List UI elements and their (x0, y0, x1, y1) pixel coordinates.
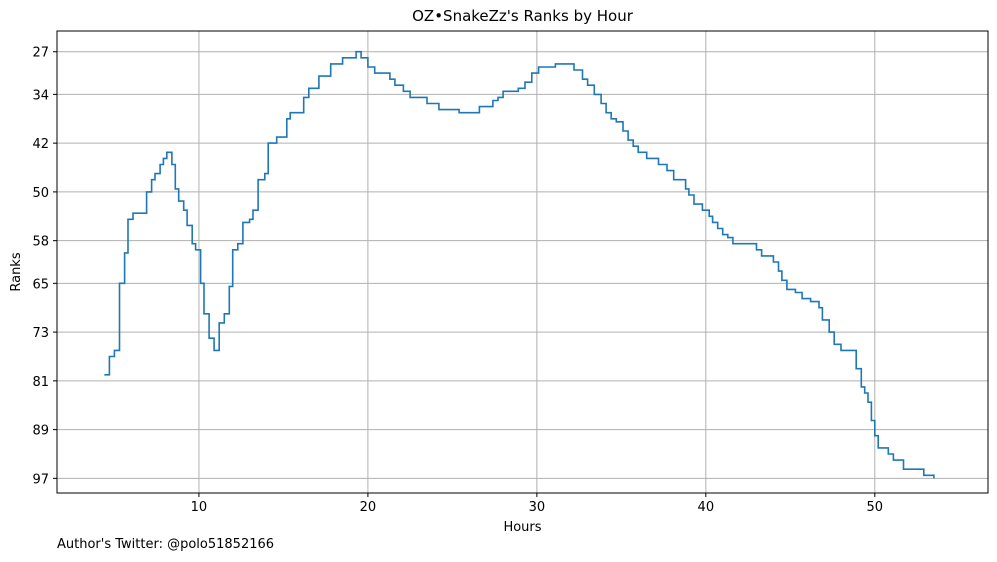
y-axis-label: Ranks (9, 252, 24, 292)
y-tick-label: 42 (32, 137, 49, 152)
y-tick-label: 97 (32, 472, 49, 487)
y-tick-label: 89 (32, 424, 49, 439)
x-tick-label: 10 (191, 500, 208, 515)
y-tick-label: 73 (32, 326, 49, 341)
y-tick-label: 65 (32, 277, 49, 292)
author-twitter-credit: Author's Twitter: @polo51852166 (57, 537, 275, 552)
y-tick-label: 81 (32, 375, 49, 390)
x-tick-label: 50 (867, 500, 884, 515)
x-tick-label: 20 (360, 500, 377, 515)
x-tick-label: 40 (698, 500, 715, 515)
y-tick-label: 27 (32, 46, 49, 61)
y-tick-label: 58 (32, 235, 49, 250)
y-tick-label: 34 (32, 88, 49, 103)
x-tick-label: 30 (529, 500, 546, 515)
plot-frame (56, 30, 989, 494)
chart-title: OZ•SnakeZz's Ranks by Hour (412, 7, 633, 25)
rank-step-line (104, 50, 935, 479)
y-tick-label: 50 (32, 186, 49, 201)
x-axis-label: Hours (503, 520, 542, 535)
